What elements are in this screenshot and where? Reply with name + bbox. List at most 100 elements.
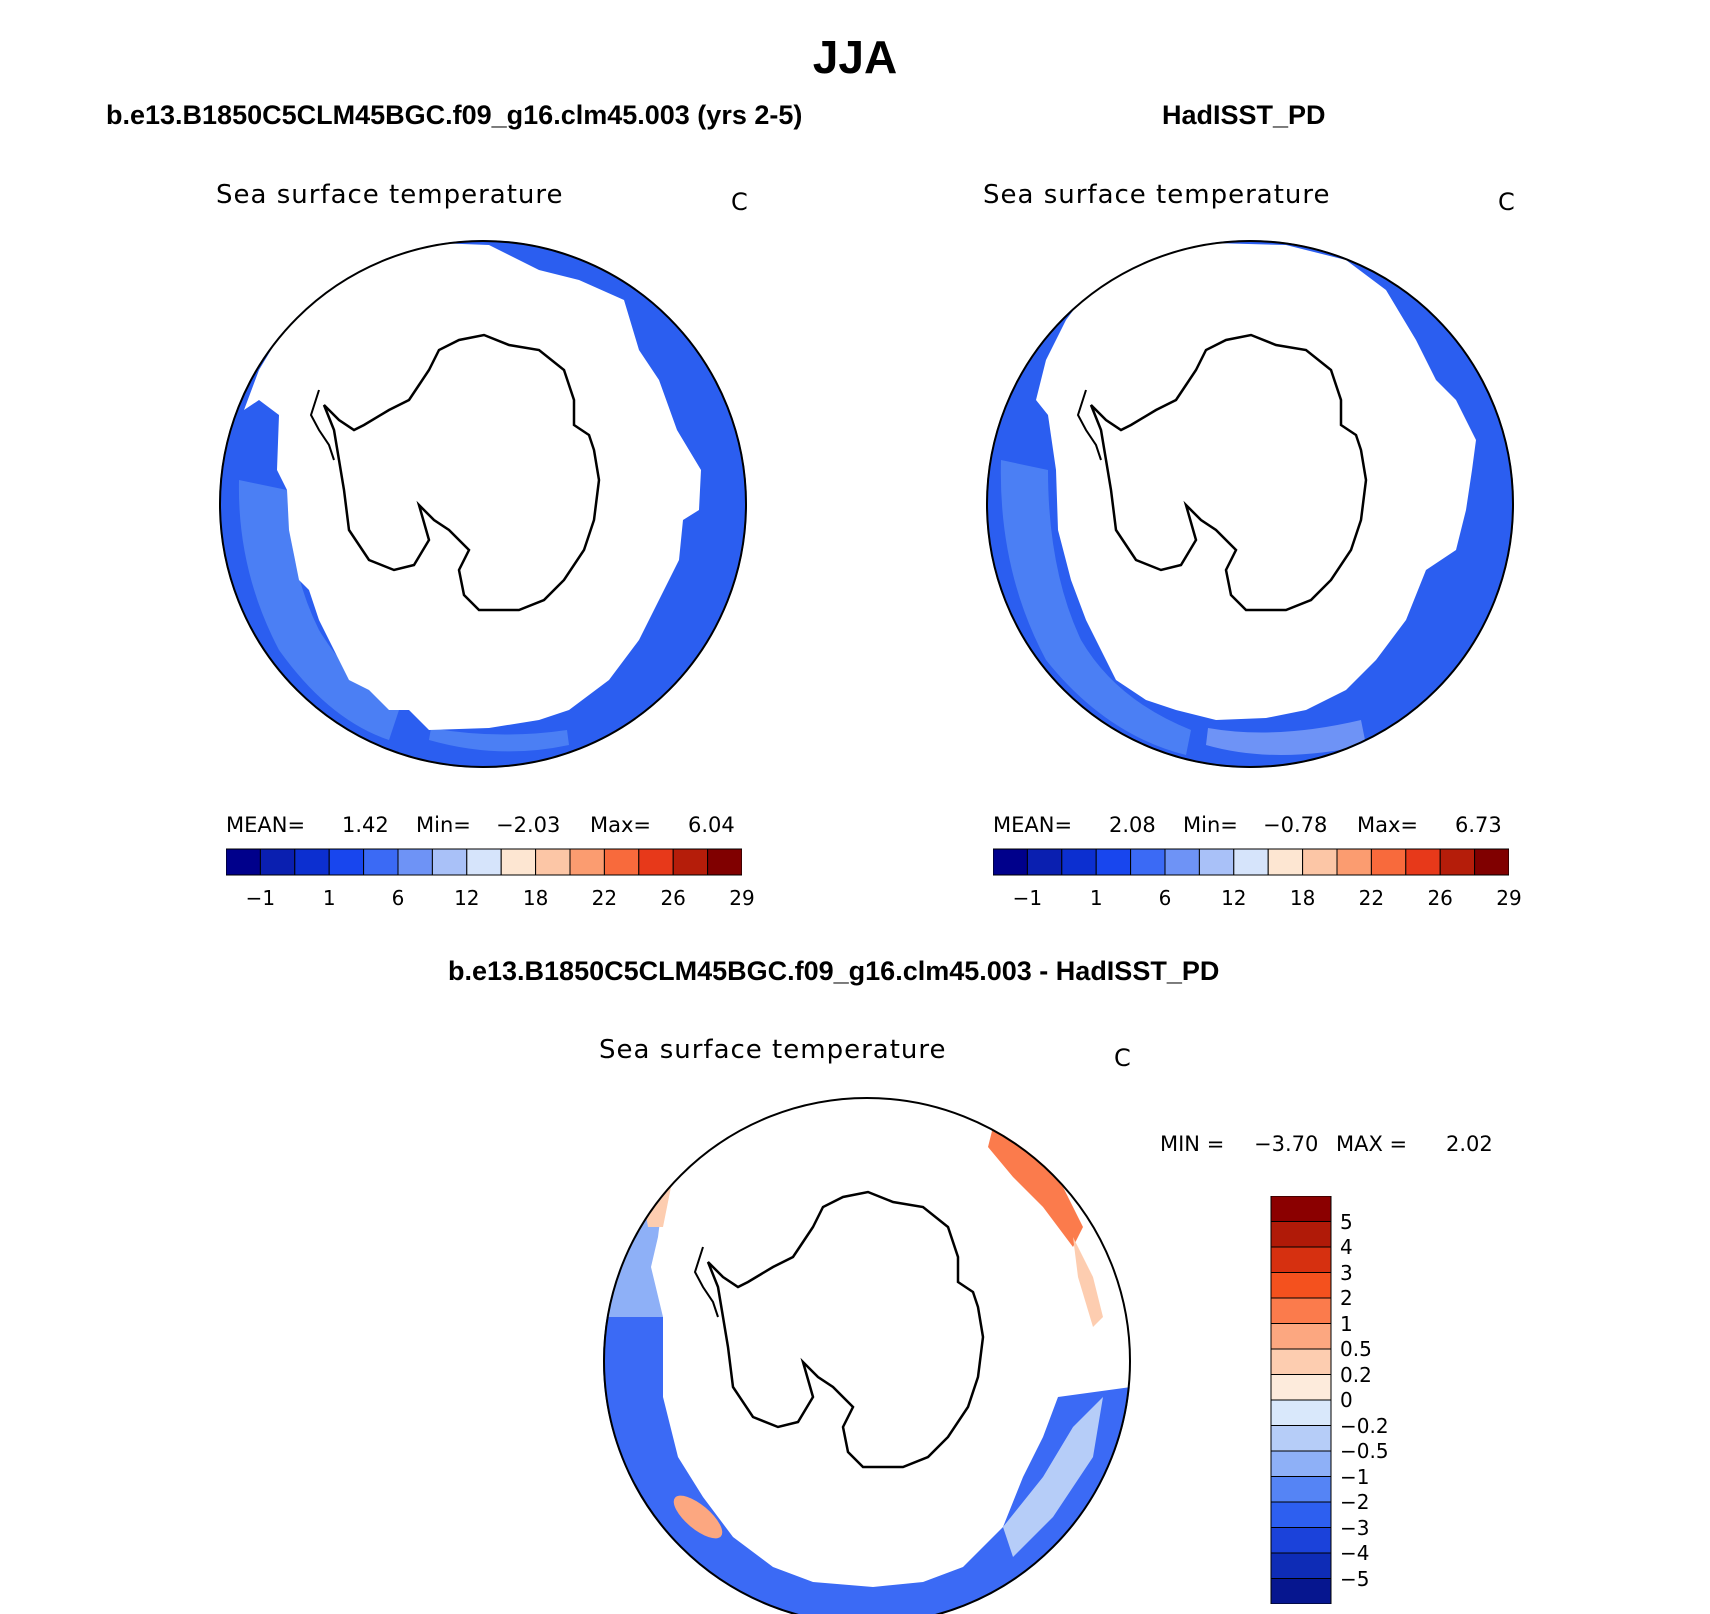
colorbar-swatch: [1270, 1196, 1332, 1222]
antarctic-peninsula: [309, 389, 335, 461]
colorbar-tick-label: 22: [591, 886, 618, 910]
colorbar-swatch: [397, 848, 433, 876]
colorbar-swatch: [1405, 848, 1441, 876]
colorbar-tick-label: 29: [729, 886, 755, 910]
colorbar-tick-label: 12: [1221, 886, 1247, 910]
diff-min-value: −3.70: [1254, 1132, 1319, 1156]
colorbar-tick-label: 1: [1340, 1311, 1353, 1336]
colorbar-swatch: [1164, 848, 1200, 876]
panel1-polar-map: [219, 240, 747, 768]
colorbar-swatch: [1270, 1323, 1332, 1350]
antarctica-coastline: [322, 333, 601, 612]
colorbar-swatch: [1302, 848, 1338, 876]
colorbar-swatch: [1270, 1374, 1332, 1401]
colorbar-tick-label: −0.5: [1340, 1439, 1389, 1463]
colorbar-swatch: [1198, 848, 1235, 876]
colorbar-swatch: [535, 848, 571, 876]
colorbar-swatch: [638, 848, 674, 876]
positive-anomaly-region: [988, 1127, 1083, 1247]
panel2-min-value: −0.78: [1263, 813, 1328, 837]
slight-negative-region: [1003, 1397, 1103, 1557]
panel1-mean-label: MEAN=: [226, 813, 306, 837]
colorbar-tick-label: 1: [1089, 886, 1103, 910]
panel2-colorbar-labels: −1 1 6 12 18 22 26 29: [993, 886, 1522, 912]
colorbar-tick-label: 6: [1158, 886, 1172, 910]
colorbar-tick-label: 18: [522, 886, 549, 910]
colorbar-swatch: [1130, 848, 1166, 876]
antarctica-coastline: [706, 1190, 985, 1469]
map-background: [603, 1097, 1131, 1614]
colorbar-tick-label: −0.2: [1340, 1413, 1389, 1438]
positive-anomaly-region: [1073, 1237, 1103, 1327]
colorbar-swatch: [603, 848, 640, 876]
colorbar-swatch: [1095, 848, 1132, 876]
colorbar-tick-label: 4: [1340, 1235, 1353, 1259]
panel1-case-title: b.e13.B1850C5CLM45BGC.f09_g16.clm45.003 …: [106, 100, 803, 130]
colorbar-swatch: [1439, 848, 1476, 876]
panel1-colorbar-labels: −1 1 6 12 18 22 26 29: [226, 886, 755, 912]
colorbar-swatch: [226, 848, 261, 876]
colorbar-swatch: [1370, 848, 1407, 876]
colorbar-tick-label: −2: [1340, 1490, 1370, 1514]
panel1-max-value: 6.04: [688, 813, 735, 837]
colorbar-swatch: [294, 848, 330, 876]
colorbar-tick-label: −5: [1340, 1566, 1370, 1591]
colorbar-swatch: [1270, 1476, 1332, 1503]
figure-title: JJA: [812, 31, 898, 83]
panel1-min-label: Min=: [416, 813, 471, 837]
colorbar-swatch: [1270, 1272, 1332, 1299]
sea-ice-mask: [244, 242, 701, 730]
panel2-case-title: HadISST_PD: [1162, 100, 1326, 130]
colorbar-swatch: [569, 848, 605, 876]
colorbar-swatch: [1270, 1527, 1332, 1554]
colorbar-swatch: [993, 848, 1028, 876]
colorbar-swatch: [1270, 1450, 1332, 1477]
colorbar-tick-label: 6: [391, 886, 405, 910]
colorbar-tick-label: 5: [1340, 1209, 1353, 1234]
warm-sst-region: [238, 480, 399, 740]
colorbar-swatch: [1270, 1297, 1332, 1324]
colorbar-tick-label: 0.5: [1340, 1337, 1372, 1361]
colorbar-swatch: [707, 848, 742, 876]
positive-anomaly-region: [673, 1495, 723, 1539]
warm-sst-region: [1000, 460, 1191, 755]
colorbar-swatch: [363, 848, 399, 876]
sea-ice-mask: [1036, 242, 1476, 720]
panel2-polar-map: [986, 240, 1514, 768]
antarctica-coastline: [1089, 333, 1368, 612]
colorbar-swatch: [1267, 848, 1304, 876]
diff-max-value: 2.02: [1446, 1132, 1493, 1156]
colorbar-tick-label: 0.2: [1340, 1362, 1372, 1387]
colorbar-swatch: [1270, 1399, 1332, 1426]
panel1-min-value: −2.03: [496, 813, 561, 837]
colorbar-swatch: [1336, 848, 1372, 876]
colorbar-swatch: [672, 848, 709, 876]
colorbar-swatch: [500, 848, 537, 876]
panel2-max-value: 6.73: [1455, 813, 1502, 837]
negative-anomaly-region: [603, 1317, 1131, 1614]
panel2-colorbar: [993, 848, 1509, 876]
colorbar-swatch: [431, 848, 468, 876]
warm-sst-region: [1206, 720, 1366, 755]
colorbar-swatch: [1270, 1552, 1332, 1579]
colorbar-swatch: [1270, 1578, 1332, 1604]
colorbar-swatch: [1474, 848, 1509, 876]
colorbar-tick-label: 3: [1340, 1260, 1353, 1285]
map-boundary: [603, 1097, 1131, 1614]
warm-sst-region: [429, 728, 569, 752]
panel1-variable-label: Sea surface temperature: [216, 180, 564, 210]
panel1-colorbar: [226, 848, 742, 876]
map-boundary: [986, 240, 1514, 768]
panel2-variable-label: Sea surface temperature: [983, 180, 1331, 210]
panel1-max-label: Max=: [590, 813, 652, 837]
diff-colorbar-labels: 5 4 3 2 1 0.5 0.2 0 −0.2 −0.5 −1 −2 −3 −…: [1340, 1196, 1430, 1604]
diff-variable-label: Sea surface temperature: [599, 1035, 947, 1065]
colorbar-swatch: [1026, 848, 1063, 876]
diff-polar-map: [603, 1097, 1131, 1614]
colorbar-swatch: [328, 848, 365, 876]
map-boundary: [219, 240, 747, 768]
colorbar-swatch: [466, 848, 502, 876]
colorbar-tick-label: −1: [1340, 1464, 1370, 1489]
colorbar-swatch: [1233, 848, 1269, 876]
colorbar-swatch: [1061, 848, 1097, 876]
